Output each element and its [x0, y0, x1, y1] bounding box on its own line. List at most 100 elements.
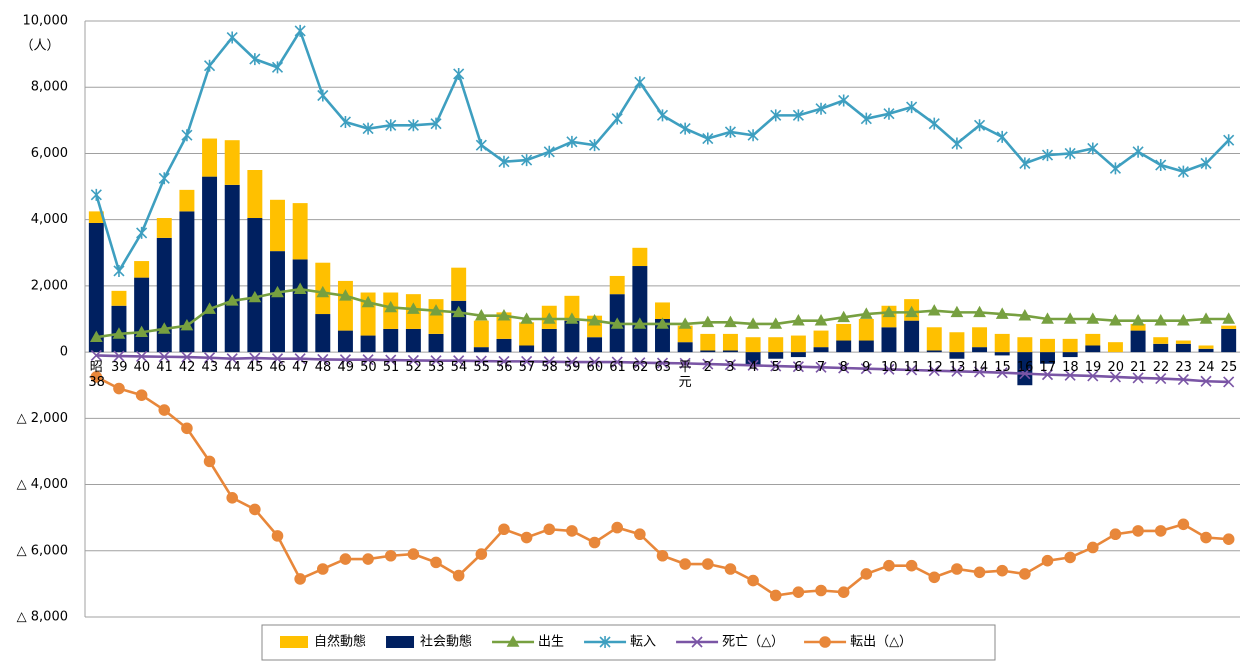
bar: [1040, 352, 1055, 364]
bar: [994, 352, 1010, 356]
marker: [1041, 312, 1054, 324]
bar: [858, 340, 874, 353]
marker: [883, 559, 895, 572]
x-tick-label: 14: [971, 360, 989, 376]
marker: [819, 636, 831, 648]
marker: [702, 358, 714, 370]
marker: [1177, 518, 1190, 531]
marker: [1064, 369, 1076, 381]
bar: [768, 352, 784, 359]
marker: [951, 365, 963, 377]
marker: [316, 563, 329, 575]
marker: [225, 294, 239, 306]
marker: [453, 67, 465, 80]
marker: [1018, 309, 1032, 321]
x-tick-label: 43: [201, 360, 219, 376]
marker: [815, 584, 827, 597]
x-tick-label: 23: [1175, 360, 1192, 376]
marker: [747, 574, 759, 587]
marker: [973, 119, 986, 132]
bar: [813, 347, 829, 353]
marker: [996, 367, 1008, 379]
marker: [362, 354, 374, 366]
bar: [949, 352, 965, 359]
bar: [564, 320, 580, 353]
marker: [543, 356, 555, 368]
marker: [339, 354, 352, 366]
marker: [973, 566, 986, 579]
marker: [1154, 525, 1167, 537]
marker: [271, 61, 284, 74]
bar: [836, 323, 852, 341]
marker: [747, 359, 759, 371]
bar: [949, 332, 965, 353]
marker: [1019, 368, 1031, 380]
bar: [519, 345, 535, 353]
x-tick-label: 8: [839, 360, 848, 376]
bar: [519, 322, 535, 346]
bar: [270, 251, 285, 353]
bar: [1221, 325, 1237, 329]
marker: [838, 94, 850, 107]
marker: [498, 523, 510, 536]
legend-label: 転出（△）: [850, 635, 912, 650]
x-tick-label: 59: [563, 360, 581, 376]
marker: [475, 139, 487, 152]
marker: [294, 573, 306, 585]
marker: [973, 305, 986, 318]
marker: [135, 325, 148, 338]
x-tick-label: 52: [405, 360, 422, 376]
x-tick-label: 25: [1220, 360, 1238, 376]
marker: [271, 530, 284, 542]
bar: [745, 337, 761, 353]
x-tick-label: 45: [246, 360, 264, 376]
marker: [1200, 531, 1212, 544]
marker: [906, 364, 918, 376]
x-tick-label: 53: [428, 360, 445, 376]
marker: [701, 558, 714, 570]
marker: [1200, 375, 1212, 387]
marker: [588, 356, 601, 368]
bar: [1130, 330, 1146, 353]
bar: [383, 328, 399, 353]
bar: [926, 350, 942, 353]
series-2: [89, 282, 1236, 343]
x-tick-label: 昭38: [88, 360, 105, 391]
bar: [1198, 348, 1214, 353]
marker: [384, 300, 398, 313]
bar: [405, 328, 421, 353]
bar: [1040, 338, 1055, 353]
legend-label: 自然動態: [314, 634, 366, 650]
bar: [677, 325, 693, 343]
bar: [768, 337, 784, 353]
marker: [815, 102, 827, 115]
marker: [860, 112, 872, 125]
marker: [1041, 554, 1054, 567]
x-tick-label: 61: [609, 360, 626, 376]
bar: [790, 335, 806, 353]
bar: [972, 347, 988, 353]
bar: [813, 330, 829, 348]
marker: [453, 355, 465, 367]
line: [95, 27, 1230, 275]
marker: [566, 135, 578, 148]
bar: [179, 211, 195, 353]
marker: [385, 119, 397, 132]
x-tick-label: 5: [771, 360, 780, 376]
marker: [498, 155, 510, 168]
marker: [1064, 147, 1076, 160]
marker: [475, 355, 487, 367]
x-tick-label: 12: [926, 360, 943, 376]
marker: [157, 322, 171, 334]
bar: [224, 140, 240, 185]
marker: [996, 564, 1009, 577]
marker: [996, 130, 1008, 143]
marker: [429, 304, 443, 316]
bar: [88, 222, 104, 353]
marker: [611, 521, 624, 534]
bar: [1085, 345, 1101, 353]
marker: [859, 307, 873, 319]
x-tick-label: 18: [1062, 360, 1079, 376]
marker: [430, 117, 442, 130]
marker: [860, 568, 873, 580]
